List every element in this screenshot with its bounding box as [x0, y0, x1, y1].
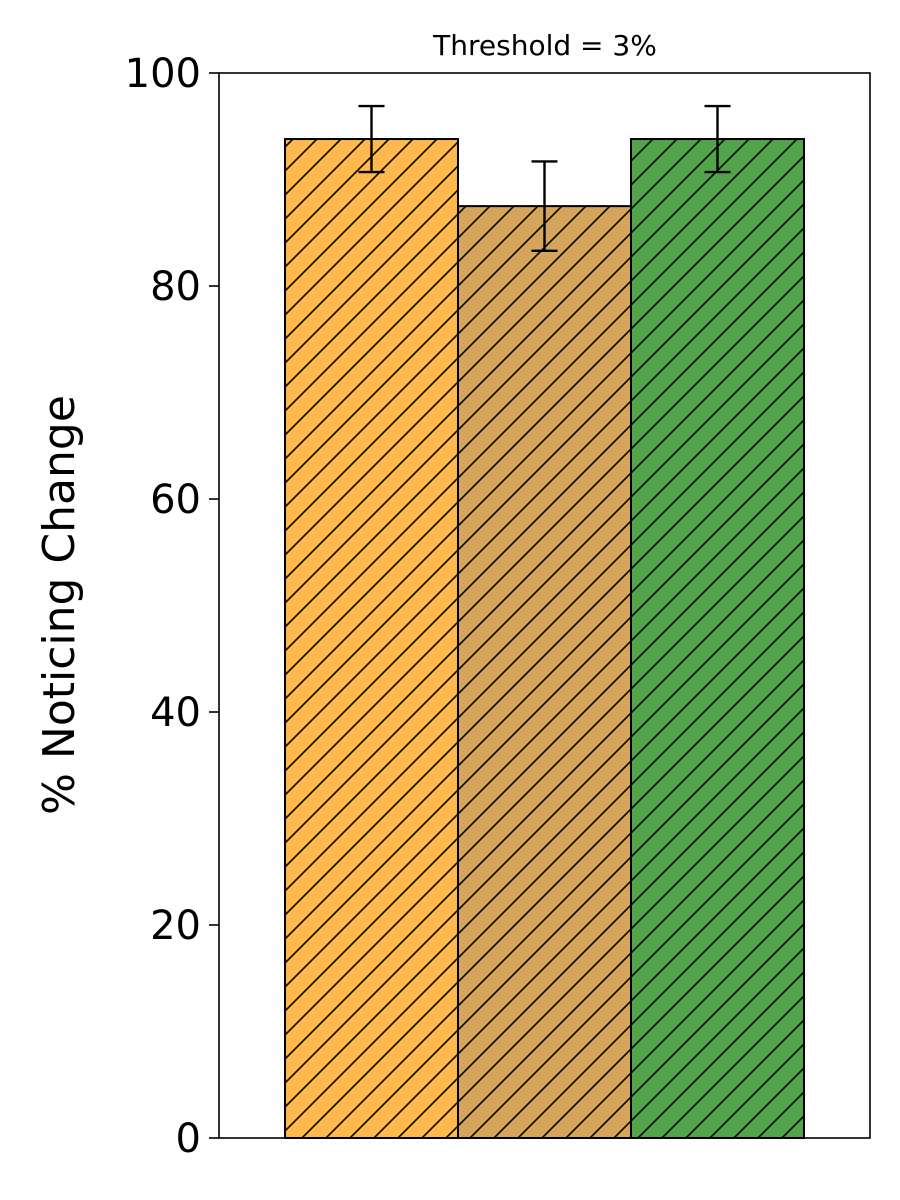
y-tick-label: 60	[150, 477, 201, 523]
bar-hatch	[284, 138, 459, 1139]
y-tick-label: 100	[125, 51, 201, 97]
y-tick-label: 80	[150, 264, 201, 310]
y-tick-label: 0	[176, 1116, 201, 1162]
chart-title: Threshold = 3%	[432, 29, 657, 62]
y-axis-label: % Noticing Change	[34, 395, 85, 815]
y-axis-ticks: 0 20 40 60 80 100	[125, 51, 219, 1162]
error-bars-layer	[358, 104, 731, 253]
y-tick-label: 40	[150, 690, 201, 736]
y-tick-label: 20	[150, 903, 201, 949]
bar-hatch	[457, 205, 632, 1139]
bar-hatch	[630, 138, 805, 1139]
plot-frame	[218, 72, 871, 1139]
bars-layer	[284, 138, 805, 1139]
